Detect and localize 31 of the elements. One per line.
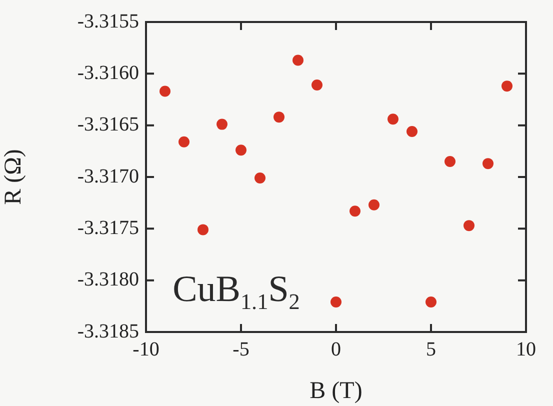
- point: [274, 112, 284, 123]
- point: [216, 118, 228, 130]
- point: [160, 86, 170, 97]
- y-tick-label: -3.3155: [77, 10, 139, 32]
- point: [444, 156, 456, 167]
- point: [368, 199, 380, 210]
- point: [464, 220, 474, 232]
- x-tick-label: 10: [516, 338, 536, 360]
- point: [312, 80, 322, 91]
- point: [426, 296, 436, 308]
- y-tick-label: -3.3160: [77, 62, 139, 84]
- y-axis-title: R (Ω): [0, 149, 27, 205]
- x-tick-label: 0: [331, 338, 341, 360]
- y-tick-label: -3.3175: [77, 216, 139, 239]
- point: [236, 144, 246, 156]
- point: [254, 172, 266, 184]
- point: [406, 126, 418, 138]
- point: [350, 206, 360, 217]
- y-tick-label: -3.3165: [77, 114, 139, 136]
- point: [198, 224, 208, 236]
- point: [292, 54, 304, 66]
- x-tick-label: -5: [232, 338, 250, 360]
- point: [178, 136, 190, 148]
- y-tick-label: -3.3170: [77, 165, 139, 188]
- point: [330, 296, 342, 308]
- y-tick-label: -3.3180: [77, 268, 139, 291]
- point: [388, 114, 398, 125]
- x-tick-label: 5: [426, 338, 436, 360]
- x-axis-title: B (T): [310, 378, 362, 404]
- point: [482, 158, 494, 170]
- point: [502, 80, 512, 92]
